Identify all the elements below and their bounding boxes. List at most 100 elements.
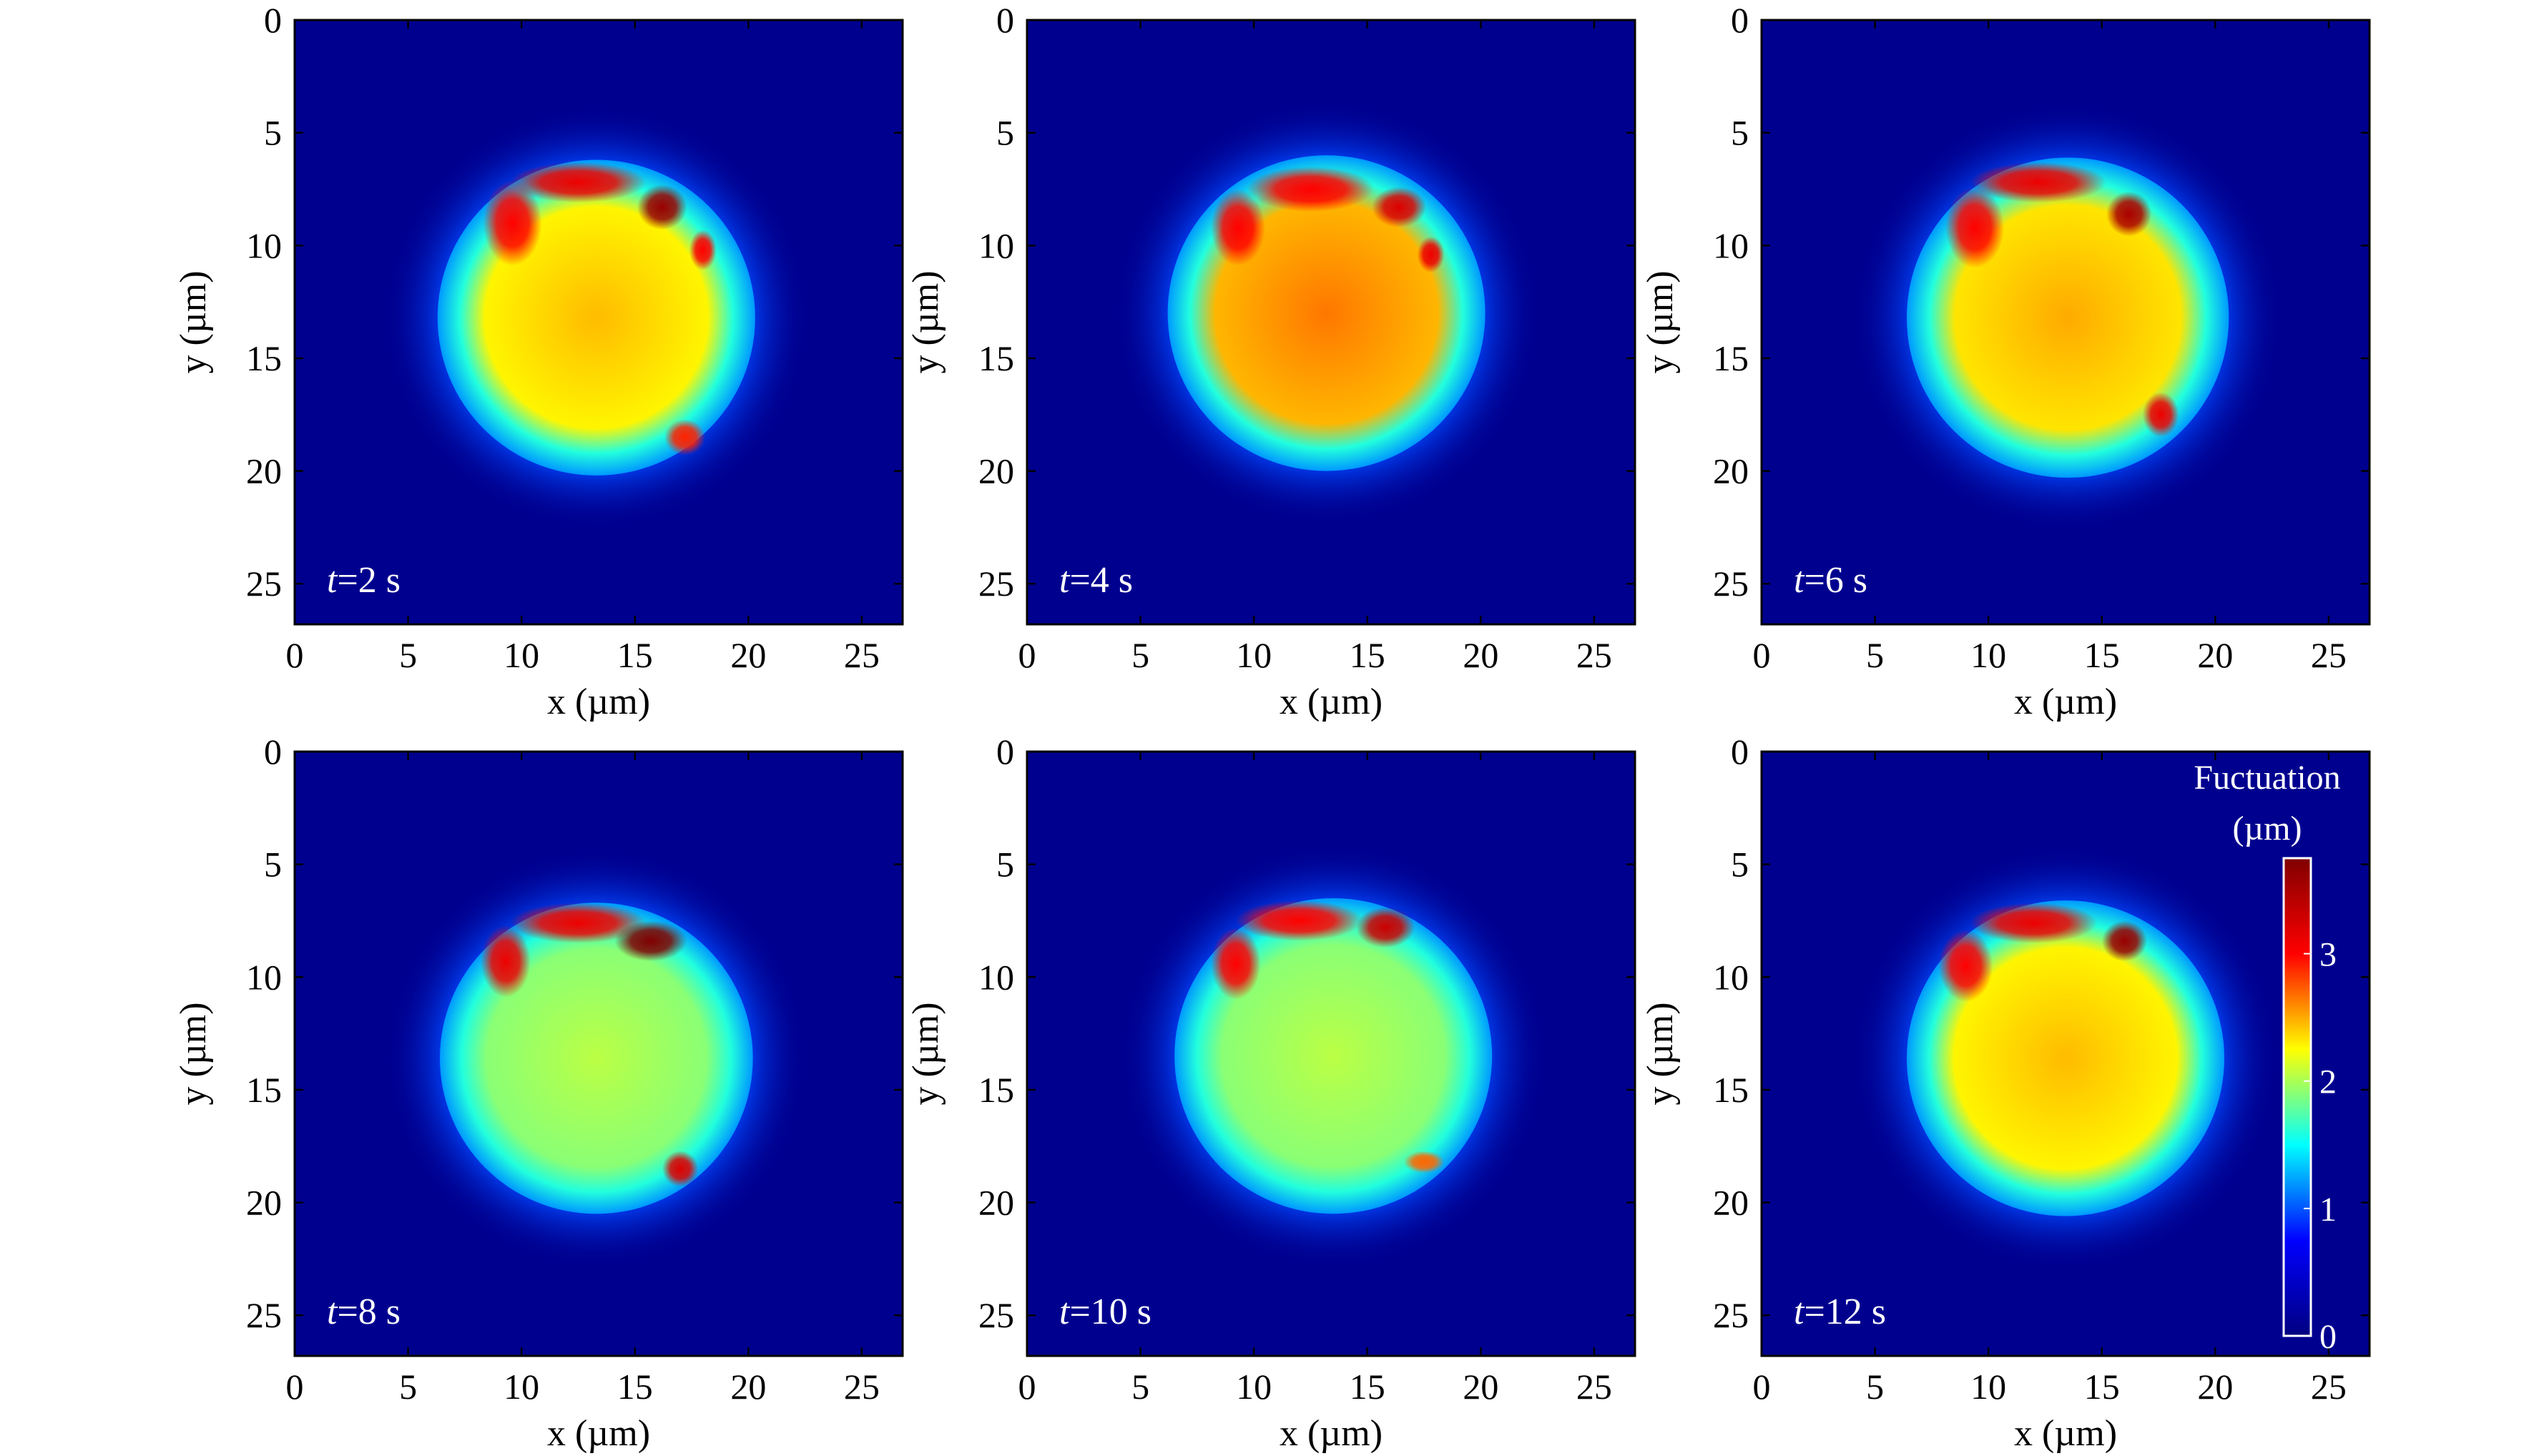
hotspot [1970,902,2098,944]
y-tick-label: 25 [978,564,1014,604]
y-axis-label: y (µm) [905,270,946,373]
y-tick-label: 15 [1713,1070,1749,1110]
x-tick-label: 25 [2311,635,2347,675]
hotspot [637,185,687,230]
hotspot [483,179,542,266]
y-tick-label: 0 [996,0,1014,40]
x-tick-label: 20 [730,635,766,675]
x-tick-label: 0 [1018,635,1036,675]
x-tick-label: 20 [730,1367,766,1407]
y-tick-label: 10 [978,225,1014,265]
y-tick-label: 15 [1713,338,1749,378]
y-axis-label: y (µm) [173,1002,214,1105]
x-tick-label: 0 [1753,1367,1771,1407]
colorbar-tick-label: 1 [2319,1191,2337,1229]
y-tick-label: 20 [1713,1183,1749,1223]
y-tick-label: 0 [1731,0,1749,40]
x-axis-label: x (µm) [1280,1413,1383,1454]
y-tick-label: 20 [1713,451,1749,491]
y-tick-label: 5 [1731,845,1749,885]
x-axis-label: x (µm) [2014,1413,2117,1454]
y-axis-label: y (µm) [1640,1002,1681,1105]
x-tick-label: 25 [1576,635,1612,675]
y-tick-label: 10 [978,957,1014,997]
time-annotation: t=8 s [327,1292,401,1332]
heatmap-field [1852,846,2279,1271]
hotspot [1210,189,1266,266]
axes-frame [1026,750,1636,1357]
axes-frame [1026,19,1636,626]
x-tick-label: 10 [504,1367,539,1407]
heatmap-field [1852,103,2284,532]
y-tick-label: 25 [246,1295,282,1335]
y-axis-label: y (µm) [1640,270,1681,373]
hotspot [1970,162,2107,203]
axes-frame [293,19,904,626]
time-annotation: t=10 s [1059,1292,1151,1332]
hotspot [2142,392,2179,438]
y-tick-label: 0 [264,732,282,772]
colorbar-tick-label: 0 [2319,1318,2337,1356]
x-tick-label: 20 [1463,1367,1498,1407]
y-tick-label: 5 [264,845,282,885]
x-tick-label: 15 [1350,635,1385,675]
colorbar-title-line2: (µm) [2233,810,2302,847]
x-tick-label: 20 [2197,635,2233,675]
y-tick-label: 5 [996,845,1014,885]
colorbar-tick-label: 3 [2319,936,2337,974]
time-annotation: t=2 s [327,560,401,601]
x-tick-label: 10 [1236,1367,1272,1407]
time-annotation: t=6 s [1794,560,1867,601]
x-tick-label: 0 [286,635,304,675]
hotspot [1247,166,1375,212]
x-axis-label: x (µm) [2014,682,2117,722]
x-tick-label: 25 [844,635,880,675]
y-tick-label: 15 [978,338,1014,378]
y-tick-label: 25 [1713,564,1749,604]
y-tick-label: 10 [246,957,282,997]
x-tick-label: 20 [2197,1367,2233,1407]
y-axis-label: y (µm) [173,270,214,373]
y-tick-label: 15 [978,1070,1014,1110]
y-tick-label: 20 [978,1183,1014,1223]
hotspot [1938,930,1993,1002]
hotspot [614,920,687,962]
x-tick-label: 25 [844,1367,880,1407]
hotspot [510,162,647,203]
x-tick-label: 15 [2084,1367,2120,1407]
x-tick-label: 10 [1970,1367,2006,1407]
hotspot [1945,187,2005,268]
x-tick-label: 25 [2311,1367,2347,1407]
x-tick-label: 0 [1753,635,1771,675]
y-tick-label: 0 [264,0,282,40]
x-tick-label: 5 [1866,635,1884,675]
hotspot [481,925,531,998]
hotspot [664,419,706,456]
y-tick-label: 5 [996,113,1014,153]
x-tick-label: 15 [1350,1367,1385,1407]
y-tick-label: 0 [1731,732,1749,772]
colorbar: Fuctuation (µm) 0 1 2 3 [2194,759,2340,1356]
x-tick-label: 15 [617,1367,653,1407]
y-tick-label: 15 [246,338,282,378]
hotspot [1403,1151,1445,1174]
time-annotation: t=12 s [1794,1292,1886,1332]
hotspot [1372,187,1427,228]
x-tick-label: 5 [1866,1367,1884,1407]
hotspot [1235,900,1363,941]
hotspot [2106,191,2152,237]
y-tick-label: 20 [246,451,282,491]
hotspot [1417,236,1445,273]
hotspot [1210,927,1261,1000]
x-tick-label: 25 [1576,1367,1612,1407]
y-tick-label: 5 [1731,113,1749,153]
axes-frame [1760,750,2371,1357]
y-tick-label: 15 [246,1070,282,1110]
y-axis-label: y (µm) [905,1002,946,1105]
